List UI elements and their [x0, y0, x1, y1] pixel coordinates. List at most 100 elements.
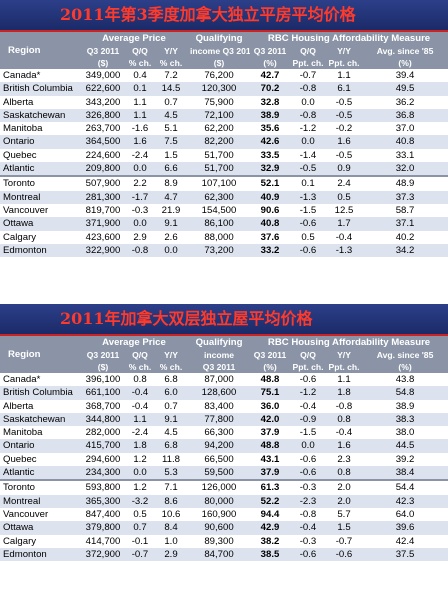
unit-dollar: ($) [80, 57, 126, 69]
qq-header: Q/Q [126, 45, 154, 57]
aff-qq-cell: -1.5 [290, 426, 327, 440]
aff-qq-cell: -0.6 [290, 452, 327, 467]
price-qq-cell: 1.6 [126, 135, 154, 149]
aff-qq-cell: -0.8 [290, 108, 327, 123]
income-cell: 89,300 [188, 534, 251, 548]
table-row: Atlantic 234,300 0.0 5.3 59,500 37.9 -0.6 0.8 38… [0, 466, 448, 481]
avg-since-cell: 49.5 [362, 82, 448, 96]
aff-yy-cell: 0.8 [326, 466, 363, 481]
aff-yy-cell: -1.3 [326, 243, 363, 258]
price-yy-cell: 7.5 [154, 135, 189, 149]
aff-yy-cell: 0.8 [326, 412, 363, 427]
price-qq-cell: 0.5 [126, 507, 154, 522]
table-row: Saskatchewan 326,800 1.1 4.5 72,100 38.9 -0.8-… [0, 108, 448, 123]
avg-since-cell: 34.2 [362, 243, 448, 258]
region-cell: Edmonton [0, 547, 80, 562]
aff-qq-cell: -1.3 [290, 190, 327, 204]
aff-qq-cell: -0.8 [290, 82, 327, 96]
affordability-cell: 36.0 [250, 399, 291, 413]
price-yy-cell: 4.7 [154, 190, 189, 204]
region-cell: Saskatchewan [0, 412, 80, 427]
aff-yy-cell: 5.7 [326, 507, 363, 522]
aff-qq-cell: 0.0 [290, 439, 327, 453]
price-qq-cell: -3.2 [126, 494, 154, 508]
aff-qq-cell: -1.2 [290, 122, 327, 136]
table-row: Vancouver 819,700 -0.3 21.9 154,500 90.6 -1.5 1… [0, 203, 448, 218]
avg-since-cell: 36.2 [362, 95, 448, 109]
price-cell: 349,000 [80, 69, 126, 83]
affordability-cell: 42.6 [250, 135, 291, 149]
income-cell: 154,500 [188, 203, 251, 218]
income-cell: 80,000 [188, 494, 251, 508]
aff-yy-cell: -0.6 [326, 547, 363, 562]
region-cell: Atlantic [0, 466, 80, 481]
price-qq-cell: -1.7 [126, 190, 154, 204]
table-row: Montreal 365,300 -3.2 8.6 80,000 52.2 -2.3 2.0 4… [0, 494, 448, 508]
income-cell: 75,900 [188, 95, 251, 109]
unit-dollar: ($) [188, 57, 251, 69]
region-cell: Manitoba [0, 122, 80, 136]
average-price-header: Average Price [80, 336, 189, 349]
avg-since-cell: 40.2 [362, 230, 448, 244]
affordability-cell: 38.5 [250, 547, 291, 562]
price-yy-cell: 1.5 [154, 148, 189, 163]
avg-since-header: Avg. since '85 [362, 45, 448, 57]
avg-since-cell: 37.1 [362, 217, 448, 231]
region-cell: Ottawa [0, 217, 80, 231]
aff-qq-cell: -0.4 [290, 521, 327, 535]
price-yy-cell: 8.4 [154, 521, 189, 535]
region-cell: Quebec [0, 452, 80, 467]
avg-since-cell: 32.0 [362, 162, 448, 177]
income-cell: 77,800 [188, 412, 251, 427]
aff-yy-cell: 6.1 [326, 82, 363, 96]
affordability-cell: 38.9 [250, 108, 291, 123]
price-yy-cell: 6.0 [154, 386, 189, 400]
price-qq-cell: -0.8 [126, 243, 154, 258]
region-cell: British Columbia [0, 386, 80, 400]
aff-qq-cell: -0.6 [290, 373, 327, 387]
aff-yy-cell: 1.1 [326, 373, 363, 387]
table-row: Ottawa 379,800 0.7 8.4 90,600 42.9 -0.4 1.5 39.6 [0, 521, 448, 535]
price-cell: 415,700 [80, 439, 126, 453]
affordability-cell: 40.8 [250, 217, 291, 231]
unit-pct: (%) [250, 57, 291, 69]
income-cell: 126,000 [188, 479, 251, 495]
aff-qq-cell: -1.5 [290, 203, 327, 218]
price-yy-cell: 0.7 [154, 95, 189, 109]
affordability-cell: 94.4 [250, 507, 291, 522]
table-row: Calgary 414,700 -0.1 1.0 89,300 38.2 -0.3 -0.7 4… [0, 534, 448, 548]
price-qq-cell: 2.9 [126, 230, 154, 244]
rbc-measure-header: RBC Housing Affordability Measure [250, 32, 448, 45]
unit-ppt-ch: Ppt. ch. [326, 57, 363, 69]
yy-header: Y/Y [326, 349, 363, 361]
region-cell: Alberta [0, 399, 80, 413]
price-yy-cell: 11.8 [154, 452, 189, 467]
avg-since-cell: 38.3 [362, 412, 448, 427]
aff-qq-cell: 0.0 [290, 135, 327, 149]
income-cell: 82,200 [188, 135, 251, 149]
unit-ppt-ch: Ppt. ch. [290, 57, 327, 69]
price-qq-cell: 2.2 [126, 175, 154, 191]
table-panel-1: 2011年第3季度加拿大独立平房平均价格 Region Average Pric… [0, 0, 448, 258]
price-yy-cell: 5.1 [154, 122, 189, 136]
affordability-cell: 52.2 [250, 494, 291, 508]
qualifying-header: Qualifying [188, 32, 251, 45]
table-panel-2: 2011年加拿大双层独立屋平均价格 Region Average Price Q… [0, 304, 448, 562]
table-row: Edmonton 322,900 -0.8 0.0 73,200 33.2 -0.6 -1.3… [0, 243, 448, 258]
price-qq-cell: 1.1 [126, 412, 154, 427]
price-yy-cell: 7.2 [154, 69, 189, 83]
aff-qq-cell: -1.2 [290, 386, 327, 400]
aff-yy-cell: 1.1 [326, 69, 363, 83]
region-cell: Vancouver [0, 507, 80, 522]
affordability-cell: 37.9 [250, 426, 291, 440]
table-row: Quebec 294,600 1.2 11.8 66,500 43.1 -0.6 2.3 39.… [0, 452, 448, 467]
yy-header: Y/Y [154, 349, 189, 361]
avg-since-cell: 58.7 [362, 203, 448, 218]
income-cell: 73,200 [188, 243, 251, 258]
price-cell: 819,700 [80, 203, 126, 218]
avg-since-cell: 39.6 [362, 521, 448, 535]
aff-yy-cell: -0.4 [326, 426, 363, 440]
price-qq-cell: -0.1 [126, 534, 154, 548]
qq-header: Q/Q [290, 349, 327, 361]
affordability-cell: 42.7 [250, 69, 291, 83]
